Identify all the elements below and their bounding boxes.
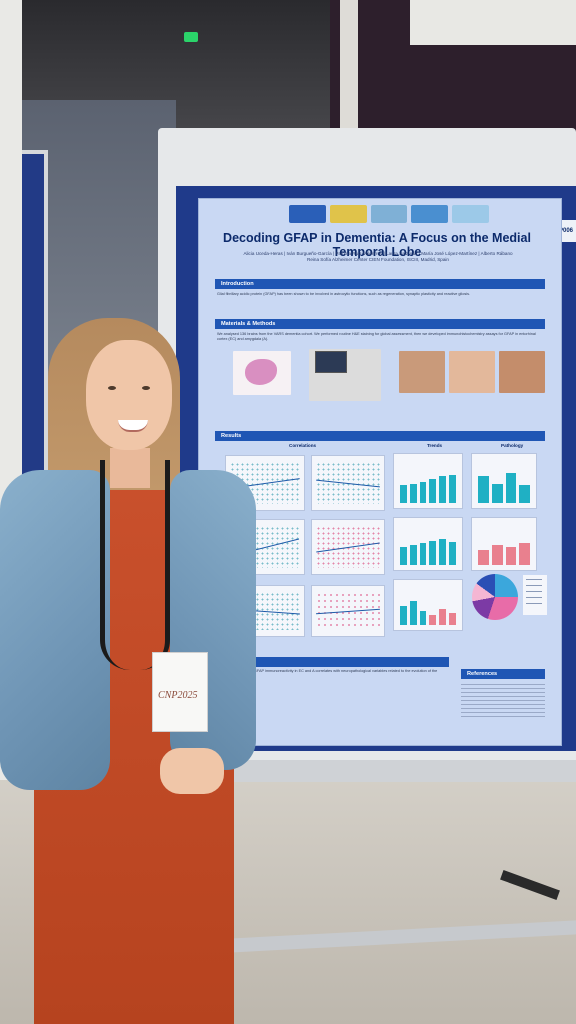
author-list: Alicia Uceda-Heras | Iván Burgueño-Garcí… xyxy=(243,251,513,256)
monitor-screen xyxy=(315,351,347,373)
references-header: References xyxy=(461,669,545,679)
affiliation: Reina Sofía Alzheimer Center CIEN Founda… xyxy=(307,256,449,262)
bar-chart xyxy=(471,453,537,509)
denim-jacket-left xyxy=(0,470,110,790)
left-eye xyxy=(108,386,116,390)
badge-text: CNP2025 xyxy=(158,690,198,701)
smile xyxy=(118,420,148,432)
pie-chart xyxy=(472,574,518,620)
methods-header: Materials & Methods xyxy=(215,319,545,329)
exit-sign-icon xyxy=(184,32,198,42)
trends-label: Trends xyxy=(427,443,443,448)
pie-legend xyxy=(523,575,547,615)
bar-chart xyxy=(393,517,463,571)
bar-chart xyxy=(393,579,463,631)
references-text xyxy=(461,681,545,717)
lanyard xyxy=(100,460,170,670)
bar-chart xyxy=(393,453,463,509)
clasped-hands xyxy=(160,748,224,794)
scatter-plot xyxy=(311,519,385,575)
institution-logo xyxy=(452,205,489,223)
institution-logo xyxy=(289,205,326,223)
poster-title: Decoding GFAP in Dementia: A Focus on th… xyxy=(223,231,531,259)
name-badge xyxy=(152,652,208,732)
pathology-label: Pathology xyxy=(501,443,524,448)
pillar xyxy=(340,0,358,150)
results-header: Results xyxy=(215,431,545,441)
histology-image xyxy=(399,351,445,393)
introduction-header: Introduction xyxy=(215,279,545,289)
methods-text: We analysed 136 brains from the VARS dem… xyxy=(217,332,536,342)
bar-chart xyxy=(471,517,537,571)
institution-logo xyxy=(329,205,367,223)
face xyxy=(86,340,172,450)
right-eye xyxy=(142,386,150,390)
introduction-text: Glial fibrillary acidic protein (GFAP) h… xyxy=(217,292,471,296)
logo-strip xyxy=(289,205,489,223)
institution-logo xyxy=(411,205,449,223)
poster-authors: Alicia Uceda-Heras | Iván Burgueño-Garcí… xyxy=(213,251,543,263)
brain-section-image xyxy=(233,351,291,395)
histology-image xyxy=(449,351,495,393)
correlations-label: Correlations xyxy=(289,443,317,448)
frame-crossbar xyxy=(210,760,576,782)
institution-logo xyxy=(370,205,408,223)
ceiling-light-panel xyxy=(410,0,576,45)
scatter-plot xyxy=(311,455,385,511)
histology-image xyxy=(499,351,545,393)
scatter-plot xyxy=(311,585,385,637)
